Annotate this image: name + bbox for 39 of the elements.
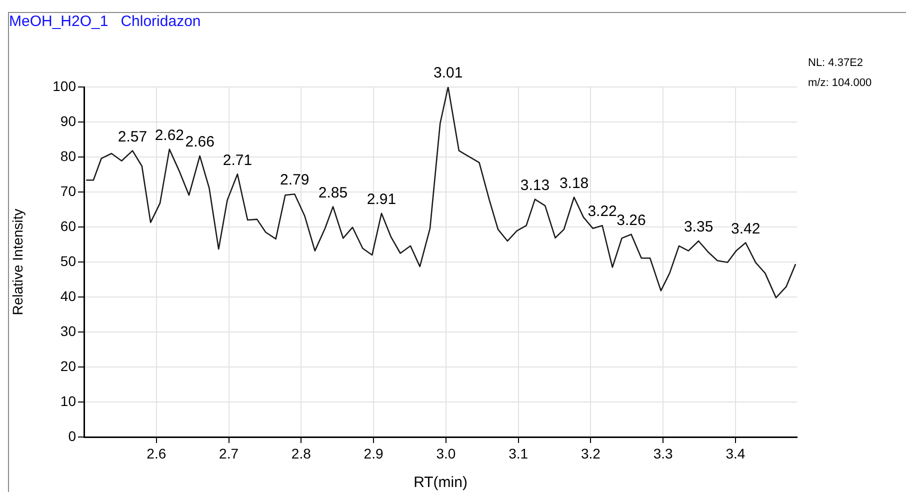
annotation: 3.01 xyxy=(434,64,463,82)
x-axis-title: RT(min) xyxy=(414,474,468,492)
y-tick-label: 30 xyxy=(60,322,76,339)
y-tick-label: 70 xyxy=(60,182,76,199)
annotation: 3.35 xyxy=(684,218,714,236)
x-tick-label: 2.7 xyxy=(219,445,239,462)
annotation: 2.79 xyxy=(280,172,310,189)
annotation: 3.18 xyxy=(559,174,589,192)
annotation: 3.26 xyxy=(616,212,646,229)
annotation: 3.42 xyxy=(731,220,760,238)
annotation: 3.22 xyxy=(588,203,617,220)
x-tick-label: 3.4 xyxy=(726,445,746,462)
x-tick-label: 3.0 xyxy=(436,445,456,462)
annotation: 2.91 xyxy=(366,190,396,208)
y-tick-label: 50 xyxy=(60,252,76,269)
y-tick-label: 10 xyxy=(60,392,76,409)
x-tick-label: 2.6 xyxy=(146,445,166,462)
x-tick-label: 2.9 xyxy=(364,445,384,462)
x-tick-label: 3.1 xyxy=(508,445,528,462)
y-tick-label: 40 xyxy=(60,288,76,304)
annotation: 2.85 xyxy=(318,184,348,202)
y-tick-label: 90 xyxy=(60,112,76,129)
y-axis-title: Relative Intensity xyxy=(9,208,26,316)
chart-title: MeOH_H2O_1 Chloridazon xyxy=(9,13,201,30)
y-tick-label: 80 xyxy=(60,148,76,164)
annotation: 2.71 xyxy=(222,152,252,169)
y-tick-label: 60 xyxy=(60,218,76,234)
x-tick-label: 2.8 xyxy=(291,445,312,462)
y-tick-label: 0 xyxy=(68,428,76,444)
annotation: 2.66 xyxy=(185,134,214,151)
x-tick-label: 3.2 xyxy=(580,445,601,462)
y-tick-label: 100 xyxy=(52,78,76,94)
annotation: 3.13 xyxy=(520,176,550,194)
annotation: 2.62 xyxy=(154,126,184,144)
x-tick-label: 3.3 xyxy=(653,445,674,462)
y-tick-label: 20 xyxy=(60,358,76,374)
text: NL: 4.37E2 xyxy=(808,56,864,71)
text: m/z: 104.000 xyxy=(808,76,872,91)
annotation: 2.57 xyxy=(118,128,148,146)
